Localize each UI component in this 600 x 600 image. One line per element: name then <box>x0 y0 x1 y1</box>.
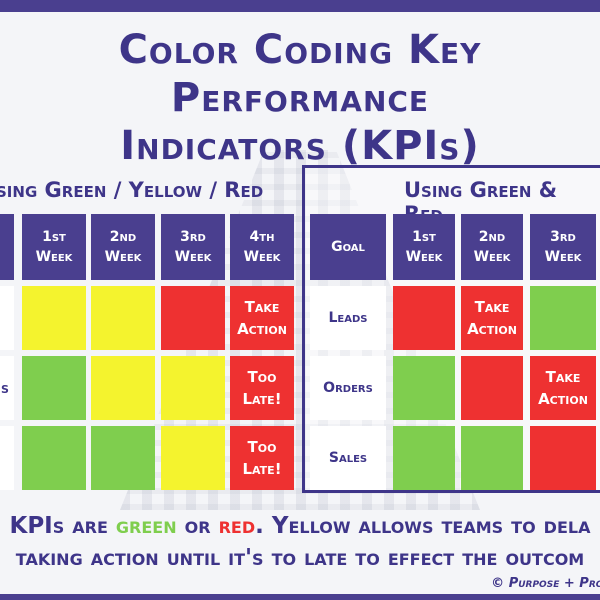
right-row-label: Sales <box>310 426 386 490</box>
footer-green-word: green <box>115 513 177 539</box>
bottom-bar <box>0 594 600 600</box>
right-cell: Take Action <box>461 286 523 350</box>
right-header-week-3: 3rd Week <box>530 214 596 280</box>
page-title: Color Coding Key Performance Indicators … <box>0 26 600 170</box>
left-cell <box>22 426 86 490</box>
left-cell <box>22 356 86 420</box>
footer-part-3: . Yellow allows teams to dela <box>255 513 591 539</box>
right-cell <box>461 426 523 490</box>
left-row-label: s <box>0 356 14 420</box>
footer-part-1: KPIs are <box>9 513 116 539</box>
right-header-week-1: 1st Week <box>393 214 455 280</box>
right-cell <box>530 286 596 350</box>
left-cell <box>161 426 225 490</box>
credit-text: © Purpose + Proc <box>491 576 600 591</box>
right-row-label: Leads <box>310 286 386 350</box>
footer-part-2: or <box>176 513 219 539</box>
left-header-goal <box>0 214 14 280</box>
right-row-label: Orders <box>310 356 386 420</box>
left-header-week-4: 4th Week <box>230 214 294 280</box>
right-header-week-2: 2nd Week <box>461 214 523 280</box>
left-cell: Take Action <box>230 286 294 350</box>
left-cell <box>91 426 155 490</box>
left-cell <box>161 356 225 420</box>
left-cell: Too Late! <box>230 426 294 490</box>
left-header-week-2: 2nd Week <box>91 214 155 280</box>
right-cell <box>530 426 596 490</box>
right-cell <box>393 426 455 490</box>
right-cell <box>461 356 523 420</box>
left-table-heading: sing Green / Yellow / Red <box>0 178 264 202</box>
left-row-label <box>0 426 14 490</box>
top-bar <box>0 0 600 12</box>
footer-line-1: KPIs are green or red. Yellow allows tea… <box>0 510 600 542</box>
right-header-goal: Goal <box>310 214 386 280</box>
right-cell <box>393 356 455 420</box>
right-cell: Take Action <box>530 356 596 420</box>
right-cell <box>393 286 455 350</box>
left-header-week-1: 1st Week <box>22 214 86 280</box>
left-cell <box>91 286 155 350</box>
footer-text: KPIs are green or red. Yellow allows tea… <box>0 510 600 574</box>
left-header-week-3: 3rd Week <box>161 214 225 280</box>
title-line-1: Color Coding Key Performance <box>118 27 482 121</box>
left-cell: Too Late! <box>230 356 294 420</box>
footer-line-2: taking action until it's to late to effe… <box>15 545 585 571</box>
left-cell <box>91 356 155 420</box>
left-cell <box>161 286 225 350</box>
title-line-2: Indicators (KPIs) <box>120 123 480 169</box>
footer-red-word: red <box>218 513 256 539</box>
left-row-label <box>0 286 14 350</box>
left-cell <box>22 286 86 350</box>
